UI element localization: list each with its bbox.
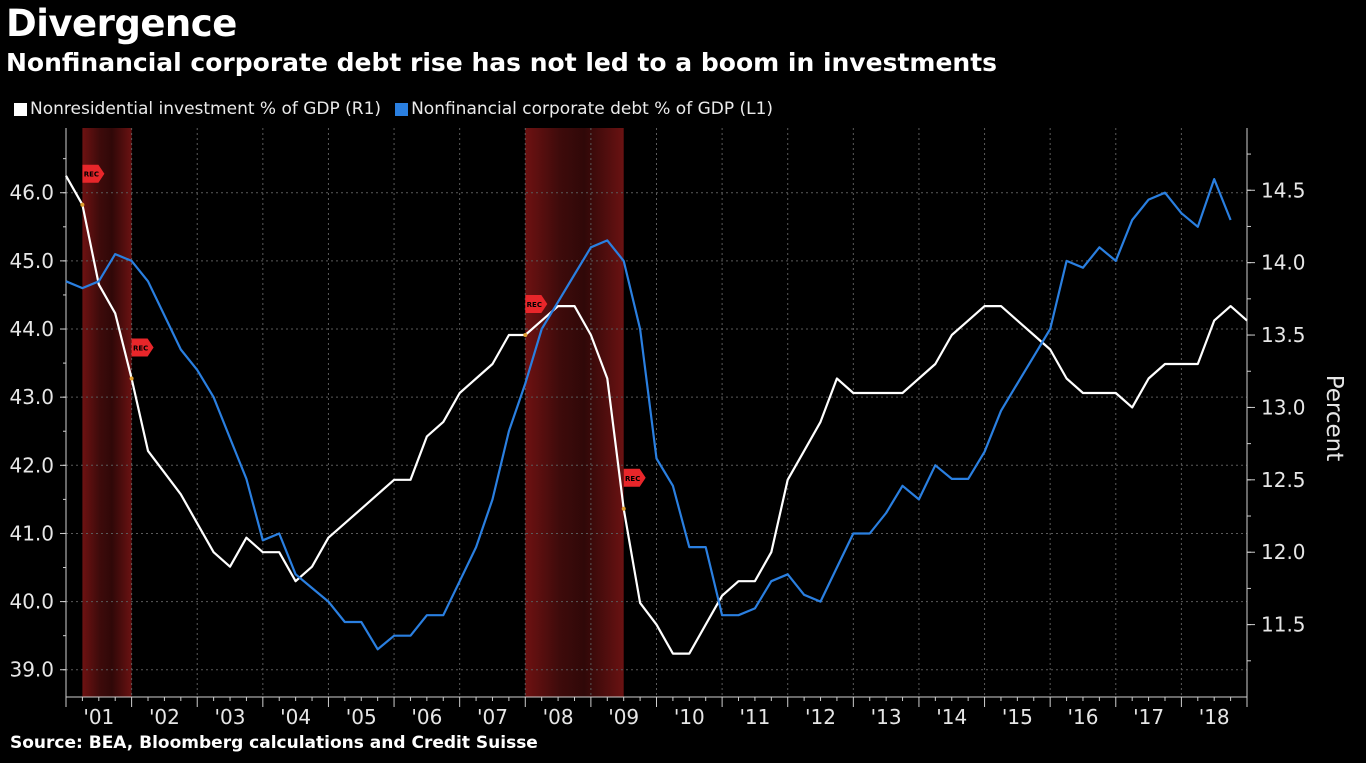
right-tick-label: 14.0: [1261, 251, 1306, 275]
rec-marker-dot: [523, 333, 528, 337]
left-tick-label: 40.0: [9, 590, 54, 614]
left-tick-label: 39.0: [9, 658, 54, 682]
rec-marker-label: REC: [625, 475, 640, 483]
rec-marker-2-start: REC: [523, 295, 548, 337]
x-tick-label: '12: [805, 705, 836, 729]
right-tick-label: 14.5: [1261, 178, 1306, 202]
rec-marker-label: REC: [84, 171, 99, 179]
rec-marker-label: REC: [527, 301, 542, 309]
grid-lines: [66, 128, 1247, 697]
right-tick-label: 13.0: [1261, 395, 1306, 419]
x-tick-label: '16: [1067, 705, 1098, 729]
rec-marker-shape: [131, 338, 154, 357]
left-tick-label: 43.0: [9, 385, 54, 409]
x-tick-label: '04: [280, 705, 311, 729]
rec-marker-dot: [80, 202, 85, 207]
x-tick-label: '07: [477, 705, 508, 729]
left-tick-label: 42.0: [9, 453, 54, 477]
series-line-investment: [65, 175, 1248, 655]
x-tick-label: '18: [1199, 705, 1230, 729]
x-tick-label: '03: [215, 705, 246, 729]
right-tick-label: 13.5: [1261, 323, 1306, 347]
recession-band-2: [525, 128, 624, 697]
x-tick-label: '02: [149, 705, 180, 729]
left-tick-label: 44.0: [9, 317, 54, 341]
x-tick-label: '15: [1002, 705, 1033, 729]
rec-marker-1-start: REC: [80, 164, 105, 207]
legend-swatch-debt: [395, 102, 409, 116]
x-tick-label: '10: [674, 705, 705, 729]
recession-labels: REC REC REC REC: [80, 164, 646, 511]
chart-title: Divergence: [6, 2, 237, 45]
rec-marker-label: REC: [133, 345, 148, 353]
recession-bands: [82, 128, 624, 697]
chart-subtitle: Nonfinancial corporate debt rise has not…: [6, 48, 998, 77]
left-tick-label: 46.0: [9, 181, 54, 205]
rec-marker-2-end: REC: [621, 468, 646, 511]
axes: '01 '02 '03 '04 '05 '06 '07 '08 '09 '10 '11 '12 '13 '…: [9, 128, 1306, 729]
x-tick-label: '01: [83, 705, 114, 729]
rec-marker-shape: [525, 295, 548, 313]
recession-band-1: [82, 128, 132, 697]
legend-label-investment: Nonresidential investment % of GDP (R1): [30, 99, 382, 119]
x-tick-label: '14: [936, 705, 967, 729]
data-series: [65, 175, 1248, 655]
right-axis-title: Percent: [1321, 375, 1347, 462]
left-tick-label: 45.0: [9, 249, 54, 273]
x-tick-label: '13: [871, 705, 902, 729]
legend-label-debt: Nonfinancial corporate debt % of GDP (L1…: [411, 99, 774, 119]
x-tick-label: '06: [411, 705, 442, 729]
right-tick-label: 11.5: [1261, 613, 1306, 637]
rec-marker-shape: [82, 164, 105, 183]
x-tick-label: '17: [1133, 705, 1164, 729]
legend-swatch-investment: [14, 102, 27, 116]
x-tick-label: '09: [608, 705, 639, 729]
x-tick-label: '11: [739, 705, 770, 729]
rec-marker-1-end: REC: [129, 338, 154, 381]
legend: Nonresidential investment % of GDP (R1) …: [14, 99, 787, 119]
series-line-debt: [65, 178, 1232, 651]
rec-marker-dot: [621, 506, 626, 511]
right-tick-label: 12.0: [1261, 540, 1306, 564]
rec-marker-dot: [129, 376, 134, 381]
legend-entry-investment: Nonresidential investment % of GDP (R1): [14, 99, 381, 119]
left-tick-label: 41.0: [9, 521, 54, 545]
source-note: Source: BEA, Bloomberg calculations and …: [10, 733, 538, 753]
legend-entry-debt: Nonfinancial corporate debt % of GDP (L1…: [395, 99, 773, 119]
x-tick-label: '05: [346, 705, 377, 729]
rec-marker-shape: [623, 468, 646, 487]
x-tick-label: '08: [543, 705, 574, 729]
right-tick-label: 12.5: [1261, 468, 1306, 492]
